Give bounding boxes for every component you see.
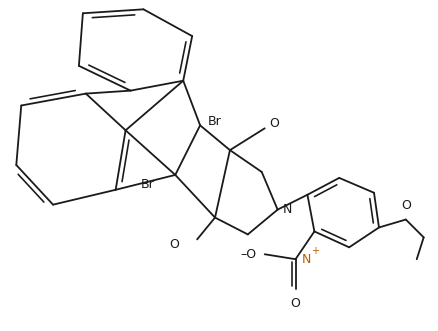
Text: N: N: [283, 203, 292, 216]
Text: +: +: [311, 246, 319, 256]
Text: O: O: [170, 238, 179, 251]
Text: –O: –O: [240, 248, 257, 261]
Text: O: O: [270, 117, 279, 130]
Text: Br: Br: [208, 115, 222, 128]
Text: O: O: [401, 199, 411, 212]
Text: O: O: [290, 297, 300, 310]
Text: Br: Br: [141, 178, 154, 191]
Text: N: N: [301, 253, 311, 266]
